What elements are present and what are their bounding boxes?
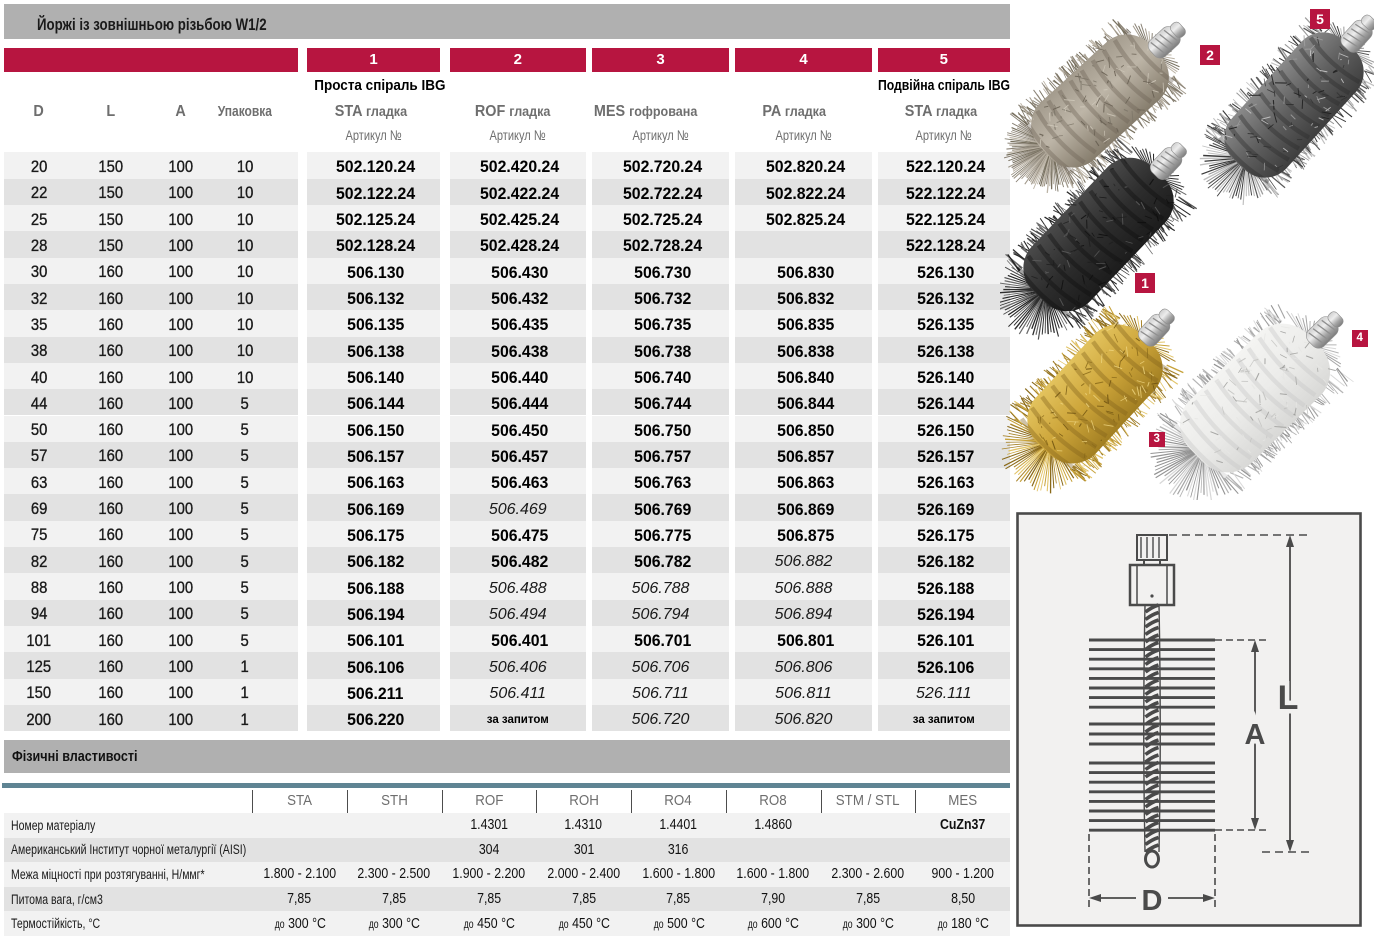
svg-text:D: D xyxy=(1142,885,1163,917)
svg-text:L: L xyxy=(1278,679,1299,717)
svg-text:A: A xyxy=(1245,719,1266,751)
